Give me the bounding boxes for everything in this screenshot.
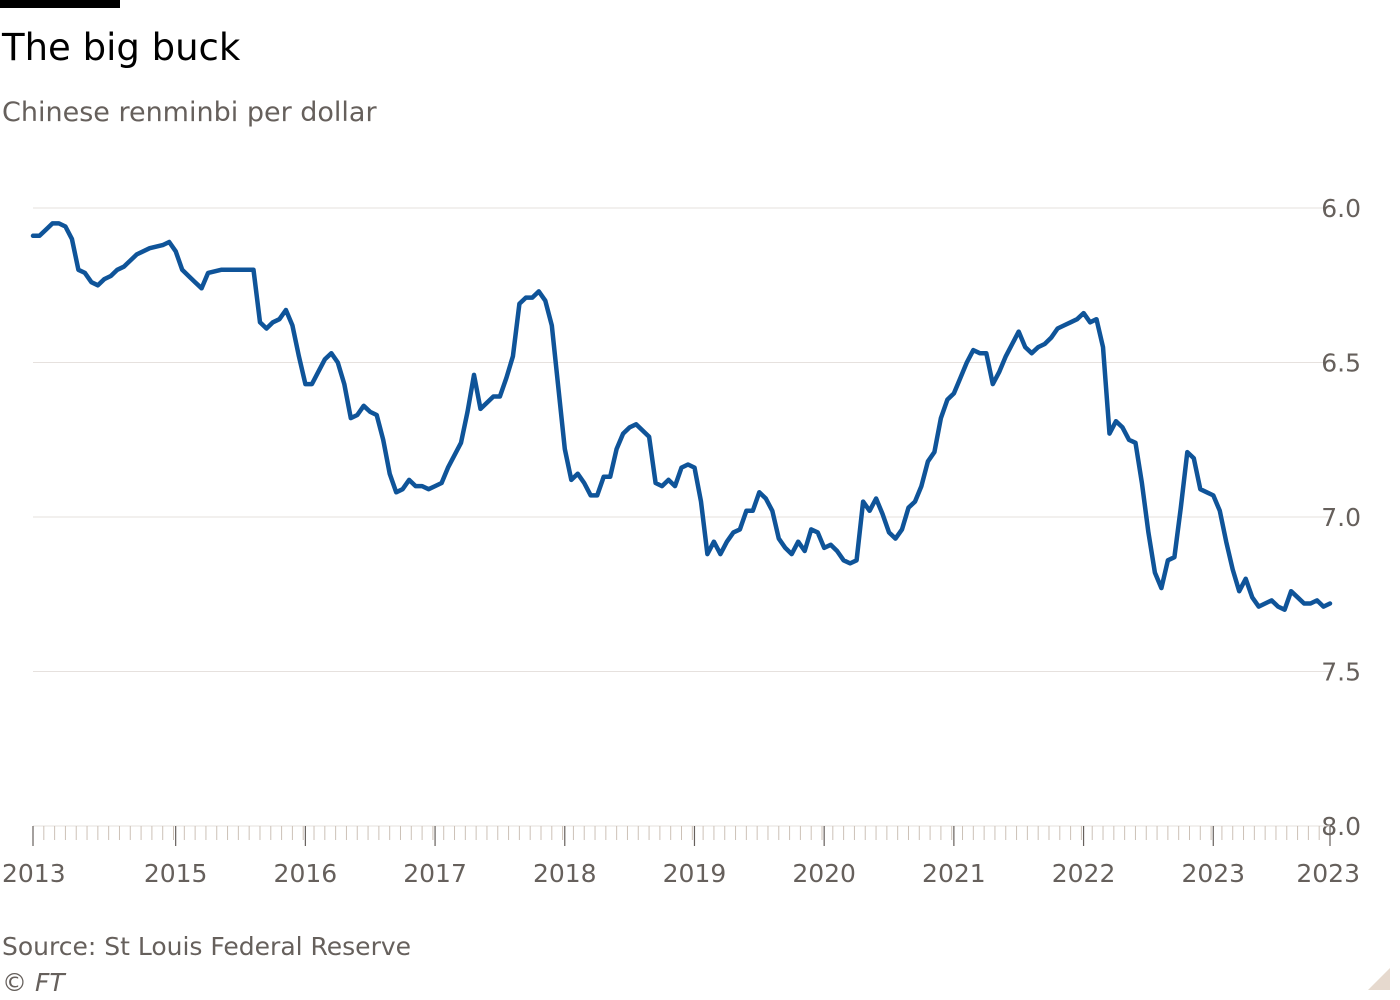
x-tick-label-9: 2023 <box>1181 859 1245 888</box>
y-tick-label-0: 6.0 <box>1321 194 1361 223</box>
x-tick-label-4: 2018 <box>533 859 597 888</box>
x-tick-label-7: 2021 <box>922 859 986 888</box>
y-tick-label-1: 6.5 <box>1321 349 1361 378</box>
y-tick-label-2: 7.0 <box>1321 503 1361 532</box>
copyright-credit: © FT <box>2 968 65 997</box>
source-note: Source: St Louis Federal Reserve <box>2 932 412 961</box>
x-tick-label-10: 2023 <box>1296 859 1360 888</box>
series-line-renminbi-per-dollar <box>30 221 1333 612</box>
x-tick-label-0: 2013 <box>2 859 66 888</box>
x-tick-label-3: 2017 <box>403 859 467 888</box>
x-tick-label-8: 2022 <box>1052 859 1116 888</box>
chart-title: The big buck <box>2 26 241 69</box>
corner-mark-icon <box>1368 968 1390 990</box>
x-tick-label-2: 2016 <box>274 859 338 888</box>
y-tick-label-3: 7.5 <box>1321 658 1361 687</box>
chart-subtitle: Chinese renminbi per dollar <box>2 97 377 128</box>
x-tick-label-6: 2020 <box>792 859 856 888</box>
x-tick-label-1: 2015 <box>144 859 208 888</box>
x-tick-label-5: 2019 <box>663 859 727 888</box>
top-rule <box>0 0 120 8</box>
